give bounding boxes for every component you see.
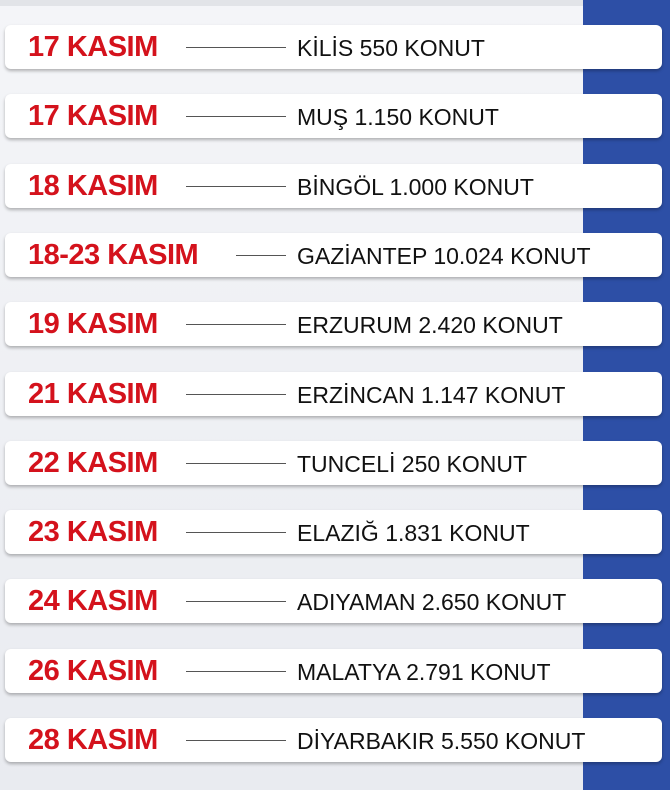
row-date: 18 KASIM bbox=[28, 169, 158, 202]
connector-line bbox=[186, 532, 286, 534]
schedule-row: 17 KASIM MUŞ 1.150 KONUT bbox=[5, 94, 662, 139]
row-location-count: MALATYA 2.791 KONUT bbox=[297, 658, 551, 685]
row-location-count: ADIYAMAN 2.650 KONUT bbox=[297, 589, 567, 616]
row-location-count: DİYARBAKIR 5.550 KONUT bbox=[297, 728, 586, 754]
row-date: 28 KASIM bbox=[28, 724, 158, 756]
schedule-row: 17 KASIM KİLİS 550 KONUT bbox=[5, 25, 662, 69]
row-date: 18-23 KASIM bbox=[28, 238, 199, 271]
row-location-count: ELAZIĞ 1.831 KONUT bbox=[297, 520, 530, 547]
schedule-row: 23 KASIM ELAZIĞ 1.831 KONUT bbox=[5, 510, 662, 555]
schedule-row: 28 KASIM DİYARBAKIR 5.550 KONUT bbox=[5, 718, 662, 762]
row-date: 26 KASIM bbox=[28, 654, 158, 687]
row-location-count: ERZURUM 2.420 KONUT bbox=[297, 312, 563, 339]
connector-line bbox=[186, 116, 286, 118]
row-date: 23 KASIM bbox=[28, 516, 158, 549]
schedule-row: 22 KASIM TUNCELİ 250 KONUT bbox=[5, 440, 662, 485]
row-date: 21 KASIM bbox=[28, 377, 158, 410]
row-date: 17 KASIM bbox=[28, 31, 158, 63]
row-date: 17 KASIM bbox=[28, 100, 158, 133]
schedule-row: 18-23 KASIM GAZİANTEP 10.024 KONUT bbox=[5, 232, 662, 277]
connector-line bbox=[186, 324, 286, 326]
schedule-row: 24 KASIM ADIYAMAN 2.650 KONUT bbox=[5, 579, 662, 624]
row-location-count: KİLİS 550 KONUT bbox=[297, 35, 485, 61]
connector-line bbox=[186, 670, 286, 672]
row-location-count: ERZİNCAN 1.147 KONUT bbox=[297, 381, 566, 408]
row-date: 19 KASIM bbox=[28, 308, 158, 341]
schedule-row: 19 KASIM ERZURUM 2.420 KONUT bbox=[5, 302, 662, 347]
schedule-row: 21 KASIM ERZİNCAN 1.147 KONUT bbox=[5, 371, 662, 416]
row-location-count: BİNGÖL 1.000 KONUT bbox=[297, 173, 534, 200]
connector-line bbox=[236, 254, 286, 256]
connector-line bbox=[186, 740, 286, 741]
connector-line bbox=[186, 601, 286, 603]
connector-line bbox=[186, 393, 286, 395]
connector-line bbox=[186, 47, 286, 48]
schedule-row: 26 KASIM MALATYA 2.791 KONUT bbox=[5, 648, 662, 693]
top-divider bbox=[0, 0, 583, 6]
row-date: 22 KASIM bbox=[28, 446, 158, 479]
connector-line bbox=[186, 185, 286, 187]
row-location-count: TUNCELİ 250 KONUT bbox=[297, 450, 528, 477]
row-date: 24 KASIM bbox=[28, 585, 158, 618]
row-location-count: GAZİANTEP 10.024 KONUT bbox=[297, 242, 591, 269]
connector-line bbox=[186, 462, 286, 464]
row-location-count: MUŞ 1.150 KONUT bbox=[297, 104, 499, 131]
schedule-row: 18 KASIM BİNGÖL 1.000 KONUT bbox=[5, 163, 662, 208]
